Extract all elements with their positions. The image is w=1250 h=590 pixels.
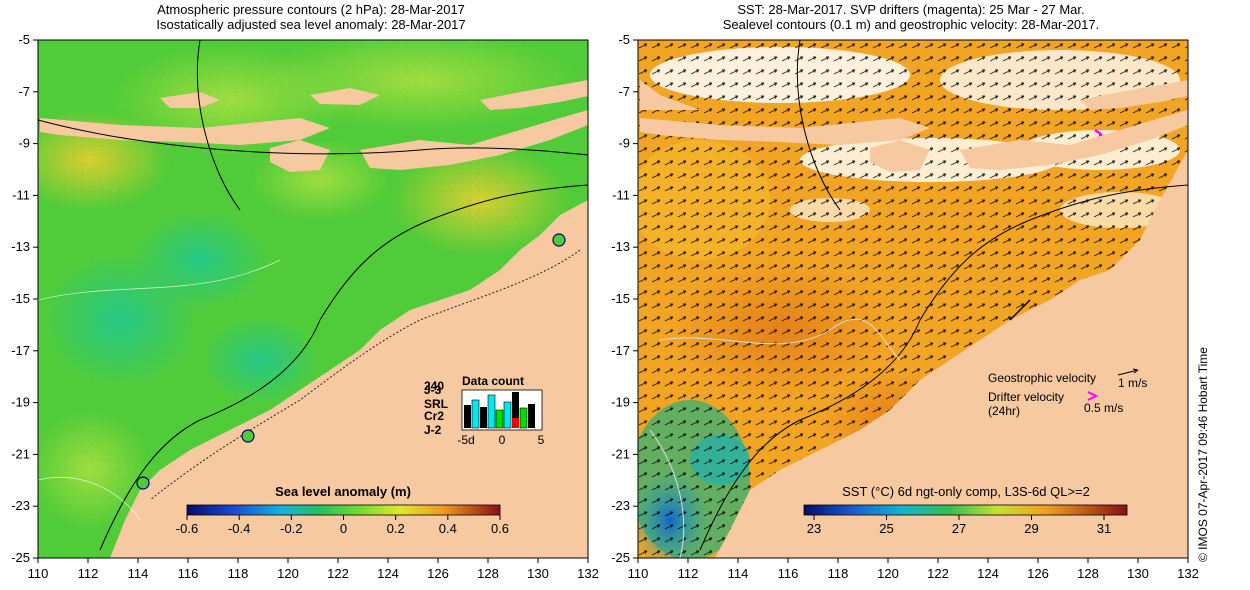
colorbar-tick-label: -0.4 — [228, 521, 250, 536]
right-x-tick-label: 116 — [778, 566, 799, 581]
sst-colorbar-title: SST (°C) 6d ngt-only comp, L3S-6d QL>=2 — [842, 484, 1090, 499]
left-x-tick-label: 118 — [228, 566, 249, 581]
colorbar-tick-label: 0 — [340, 521, 347, 536]
sla-colorbar-title: Sea level anomaly (m) — [275, 484, 411, 499]
sla-colorbar: Sea level anomaly (m) -0.6 -0.4 -0.2 0 0.2 0.… — [176, 484, 509, 536]
colorbar-tick-label: 23 — [807, 521, 821, 536]
left-y-tick-label: -15 — [11, 291, 30, 306]
left-panel: Atmospheric pressure contours (2 hPa): 2… — [11, 2, 599, 581]
count-tick-5: 5 — [538, 433, 545, 447]
count-tick-0: 0 — [499, 433, 506, 447]
left-x-tick-label: 110 — [28, 566, 49, 581]
left-y-tick-label: -13 — [11, 239, 30, 254]
right-panel: SST: 28-Mar-2017. SVP drifters (magenta)… — [611, 2, 1199, 581]
left-x-tick-label: 120 — [277, 566, 299, 581]
right-y-tick-label: -7 — [618, 84, 630, 99]
right-x-tick-label: 130 — [1127, 566, 1149, 581]
geostrophic-scale: 1 m/s — [1118, 376, 1147, 390]
right-y-tick-label: -23 — [611, 498, 630, 513]
right-title-line2: Sealevel contours (0.1 m) and geostrophi… — [723, 17, 1099, 32]
right-x-tick-label: 114 — [728, 566, 749, 581]
left-x-tick-label: 126 — [427, 566, 449, 581]
left-y-tick-label: -9 — [18, 136, 30, 151]
colorbar-tick-label: -0.2 — [280, 521, 302, 536]
right-y-tick-label: -9 — [618, 136, 630, 151]
right-x-tick-label: 128 — [1077, 566, 1099, 581]
left-x-tick-label: 130 — [527, 566, 549, 581]
data-count-bars — [464, 392, 535, 429]
geostrophic-arrow-icon — [1117, 368, 1139, 376]
mission-j3: J-3 — [424, 383, 442, 397]
mission-j2: J-2 — [424, 423, 442, 437]
right-y-tick-label: -25 — [611, 550, 630, 565]
left-y-tick-label: -25 — [11, 550, 30, 565]
left-y-axis: -5 -7 -9 -11 -13 -15 -17 -19 -21 -23 -25 — [11, 32, 38, 565]
data-count-max: 240 — [424, 379, 444, 393]
right-y-axis: -5 -7 -9 -11 -13 -15 -17 -19 -21 -23 -25 — [611, 32, 638, 565]
count-tick-m5: -5d — [457, 433, 474, 447]
left-x-tick-label: 124 — [377, 566, 399, 581]
right-title-line1: SST: 28-Mar-2017. SVP drifters (magenta)… — [737, 2, 1084, 17]
left-x-tick-label: 128 — [477, 566, 499, 581]
sst-map — [638, 40, 1188, 558]
right-x-tick-label: 124 — [977, 566, 999, 581]
right-y-tick-label: -17 — [611, 343, 630, 358]
colorbar-tick-label: 0.6 — [491, 521, 509, 536]
left-y-tick-label: -5 — [18, 32, 30, 47]
australia-land — [110, 200, 588, 558]
right-y-tick-label: -21 — [611, 446, 630, 461]
right-x-tick-label: 126 — [1027, 566, 1049, 581]
drifter-sub: (24hr) — [988, 404, 1020, 418]
right-x-tick-label: 122 — [927, 566, 949, 581]
sst-colorbar: SST (°C) 6d ngt-only comp, L3S-6d QL>=2 … — [803, 484, 1128, 536]
australia-land-right — [715, 150, 1188, 558]
colorbar-tick-label: 0.4 — [439, 521, 457, 536]
left-x-tick-label: 132 — [577, 566, 599, 581]
right-x-tick-label: 112 — [678, 566, 699, 581]
mission-cr2: Cr2 — [424, 409, 444, 423]
colorbar-tick-label: 0.2 — [387, 521, 405, 536]
left-x-tick-label: 114 — [128, 566, 149, 581]
right-x-tick-label: 132 — [1177, 566, 1199, 581]
right-y-tick-label: -11 — [612, 187, 630, 202]
right-x-axis: 110 112 114 116 118 120 122 124 126 128 130 132 — [628, 558, 1199, 581]
left-y-tick-label: -17 — [11, 343, 30, 358]
left-y-tick-label: -21 — [11, 446, 30, 461]
credit-text: © IMOS 07-Apr-2017 09:46 Hobart Time — [1196, 347, 1210, 562]
right-y-tick-label: -19 — [611, 395, 630, 410]
drifter-arrow-icon — [1087, 391, 1099, 401]
left-title-line1: Atmospheric pressure contours (2 hPa): 2… — [157, 2, 465, 17]
left-x-axis: 110 112 114 116 118 120 122 124 126 128 130 132 — [28, 558, 599, 581]
colorbar-tick-label: 31 — [1097, 521, 1111, 536]
drifter-label: Drifter velocity — [988, 390, 1064, 404]
left-x-tick-label: 112 — [78, 566, 99, 581]
sla-map — [38, 40, 588, 558]
right-x-tick-label: 120 — [877, 566, 899, 581]
left-x-tick-label: 116 — [178, 566, 199, 581]
colorbar-tick-label: -0.6 — [176, 521, 198, 536]
colorbar-tick-label: 27 — [952, 521, 966, 536]
left-y-tick-label: -23 — [11, 498, 30, 513]
left-y-tick-label: -7 — [18, 84, 30, 99]
left-x-tick-label: 122 — [327, 566, 349, 581]
left-y-tick-label: -11 — [12, 187, 30, 202]
right-x-tick-label: 118 — [828, 566, 849, 581]
data-count-title: Data count — [462, 374, 524, 388]
left-y-tick-label: -19 — [11, 395, 30, 410]
data-count-inset: Data count 240 J-3 SRL Cr2 J-2 -5d 0 5 — [424, 374, 545, 447]
mission-srl: SRL — [424, 397, 448, 411]
right-x-tick-label: 110 — [628, 566, 649, 581]
colorbar-tick-label: 25 — [879, 521, 893, 536]
right-y-tick-label: -13 — [611, 239, 630, 254]
left-title-line2: Isostatically adjusted sea level anomaly… — [156, 17, 465, 32]
velocity-legend: Geostrophic velocity 1 m/s Drifter veloc… — [988, 368, 1147, 418]
right-y-tick-label: -5 — [618, 32, 630, 47]
colorbar-tick-label: 29 — [1024, 521, 1038, 536]
drifter-scale: 0.5 m/s — [1084, 401, 1123, 415]
right-y-tick-label: -15 — [611, 291, 630, 306]
geostrophic-label: Geostrophic velocity — [988, 371, 1096, 385]
